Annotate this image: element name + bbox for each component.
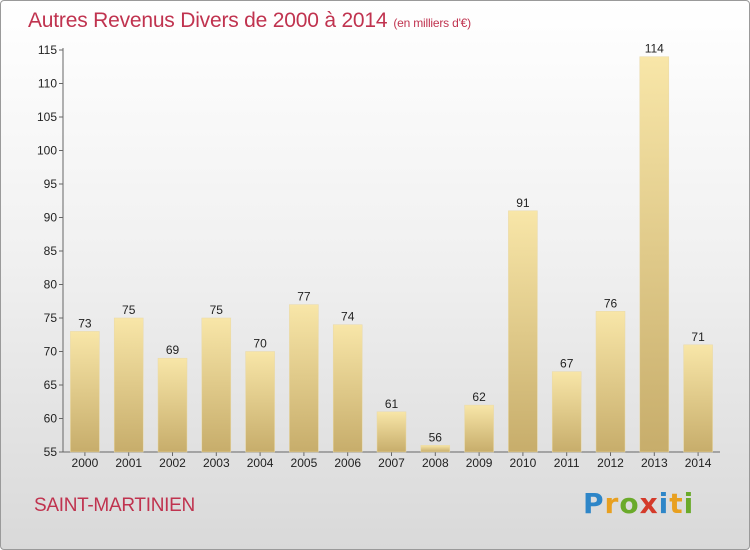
bar-value-label: 91 — [516, 196, 530, 210]
y-tick-label: 70 — [44, 345, 58, 359]
bar-value-label: 71 — [691, 330, 705, 344]
x-tick-label: 2009 — [466, 456, 493, 470]
logo-letter: o — [619, 487, 640, 520]
y-tick-label: 80 — [44, 278, 58, 292]
axes: 55 60 65 70 75 80 85 90 95 100 105 110 115 2000 2001 20… — [37, 43, 720, 470]
x-tick-label: 2013 — [641, 456, 668, 470]
bar-value-label: 75 — [210, 303, 224, 317]
bar-value-label: 70 — [253, 337, 267, 351]
bar-value-label: 76 — [604, 296, 618, 310]
bar-value-label: 61 — [385, 397, 399, 411]
y-tick-label: 115 — [38, 43, 57, 57]
bars: 73 75 69 75 70 77 74 61 56 62 91 67 76 114 71 — [70, 42, 713, 453]
x-tick-label: 2012 — [597, 456, 624, 470]
x-tick-label: 2007 — [378, 456, 405, 470]
bar-2000 — [70, 331, 100, 453]
logo-letter: x — [639, 487, 659, 520]
x-tick-label: 2006 — [334, 456, 361, 470]
y-tick-label: 100 — [37, 144, 57, 158]
bar-2014 — [683, 344, 713, 453]
x-tick-label: 2001 — [115, 456, 142, 470]
y-tick-label: 65 — [44, 378, 58, 392]
chart-unit-label: (en milliers d'€) — [393, 16, 471, 30]
bar-2005 — [289, 304, 319, 453]
chart-title-text: Autres Revenus Divers de 2000 à 2014 — [28, 9, 388, 32]
bar-value-label: 56 — [429, 430, 443, 444]
x-tick-label: 2003 — [203, 456, 230, 470]
y-tick-label: 60 — [44, 412, 58, 426]
bar-value-label: 69 — [166, 343, 180, 357]
y-tick-label: 105 — [37, 110, 57, 124]
bar-2010 — [508, 210, 538, 453]
y-tick-label: 90 — [44, 211, 58, 225]
bar-value-label: 75 — [122, 303, 136, 317]
logo-letter: i — [683, 487, 695, 520]
bar-value-label: 62 — [472, 390, 486, 404]
bar-value-label: 77 — [297, 290, 311, 304]
commune-name: SAINT-MARTINIEN — [34, 495, 195, 516]
bar-2003 — [201, 317, 232, 453]
y-tick-label: 75 — [44, 311, 58, 325]
bar-2004 — [245, 351, 275, 453]
x-tick-label: 2000 — [72, 456, 99, 470]
y-tick-label: 55 — [44, 445, 58, 459]
x-tick-label: 2010 — [510, 456, 537, 470]
logo-letter: i — [658, 487, 670, 520]
y-tick-label: 110 — [38, 77, 57, 91]
bar-2011 — [551, 371, 582, 453]
x-tick-label: 2002 — [159, 456, 186, 470]
bar-value-label: 114 — [645, 42, 664, 56]
bar-value-label: 73 — [78, 316, 92, 330]
bar-2013 — [639, 56, 670, 453]
bar-value-label: 67 — [560, 357, 574, 371]
bar-2006 — [332, 324, 363, 453]
bar-2009 — [464, 404, 494, 453]
x-tick-label: 2004 — [247, 456, 274, 470]
proxiti-logo[interactable]: Proxiti — [583, 487, 694, 520]
logo-letter: r — [604, 487, 620, 520]
logo-letter: t — [669, 487, 684, 520]
chart-title: Autres Revenus Divers de 2000 à 2014 (en … — [28, 9, 471, 33]
y-tick-label: 95 — [44, 177, 58, 191]
bar-2007 — [376, 411, 407, 453]
bar-2012 — [595, 311, 626, 453]
x-tick-label: 2014 — [685, 456, 712, 470]
bar-2002 — [157, 357, 188, 453]
bar-value-label: 74 — [341, 310, 355, 324]
y-tick-label: 85 — [44, 244, 58, 258]
bar-2001 — [113, 317, 144, 453]
x-tick-label: 2008 — [422, 456, 449, 470]
x-tick-label: 2005 — [291, 456, 318, 470]
bar-2008 — [420, 445, 451, 453]
x-tick-label: 2011 — [554, 456, 580, 470]
logo-letter: P — [583, 487, 605, 520]
